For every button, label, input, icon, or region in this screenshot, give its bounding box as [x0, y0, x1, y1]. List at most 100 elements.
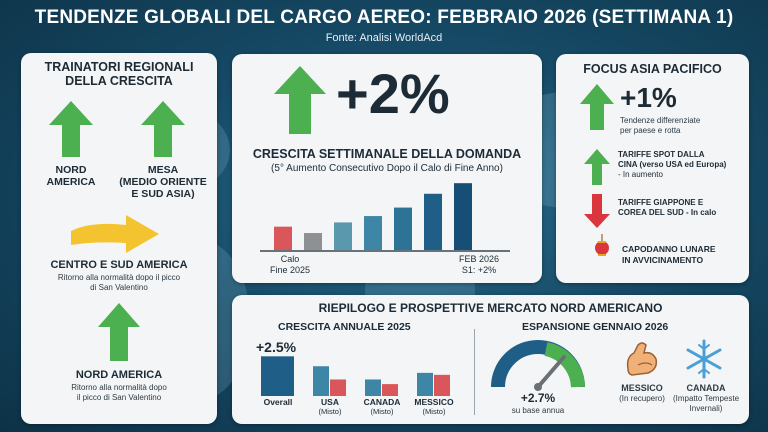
lunar-lantern-icon — [581, 234, 609, 271]
down-arrow-icon — [584, 194, 610, 228]
regional-heading-line1: TRAINATORI REGIONALI — [44, 60, 194, 74]
annual-group-label: MESSICO (Misto) — [408, 397, 460, 416]
asia-heading: FOCUS ASIA PACIFICO — [583, 62, 722, 76]
lunar-line1: CAPODANNO LUNARE — [622, 244, 716, 254]
demand-bar — [334, 222, 352, 250]
up-arrow-icon — [584, 149, 610, 185]
jan-expansion-heading: ESPANSIONE GENNAIO 2026 — [522, 321, 669, 333]
annual-bar — [330, 379, 346, 396]
demand-bar — [304, 233, 322, 250]
china-line1: TARIFFE SPOT DALLA — [618, 150, 705, 159]
chart-right-label: FEB 2026 S1: +2% — [444, 254, 514, 277]
na-desc-line2: il picco di San Valentino — [76, 393, 162, 402]
demand-bar — [394, 207, 412, 250]
demand-bar — [454, 183, 472, 250]
chart-left-label-line2: Fine 2025 — [269, 265, 311, 276]
annual-bar — [261, 356, 294, 396]
annual-growth-value: +2.5% — [256, 339, 297, 355]
regional-heading: TRAINATORI REGIONALI DELLA CRESCITA — [21, 60, 217, 88]
asia-desc-line1: Tendenze differenziate — [620, 116, 701, 125]
regional-drivers-card: TRAINATORI REGIONALI DELLA CRESCITA NORD… — [21, 53, 217, 424]
lunar-new-year: CAPODANNO LUNARE IN AVVICINAMENTO — [622, 244, 716, 265]
canada-label: CANADA (Impatto Tempeste Invernali) — [666, 383, 746, 414]
demand-bar — [274, 226, 292, 250]
annual-growth-heading: CRESCITA ANNUALE 2025 — [278, 321, 411, 333]
mexico-line1: MESSICO — [621, 383, 663, 393]
up-arrow-icon — [274, 66, 326, 134]
snowflake-icon — [686, 339, 722, 379]
mesa-label-line2: (MEDIO ORIENTE — [119, 176, 207, 189]
gauge-needle — [536, 355, 566, 389]
china-line2: CINA (verso USA ed Europa) — [618, 160, 727, 169]
demand-bar — [424, 193, 442, 250]
weekly-demand-card: +2% CRESCITA SETTIMANALE DELLA DOMANDA (… — [232, 54, 542, 283]
canada-line2: (Impatto Tempeste — [672, 394, 740, 404]
mexico-line2: (In recupero) — [619, 394, 665, 404]
asia-growth-desc: Tendenze differenziate per paese e rotta — [620, 116, 700, 135]
asia-pacific-card: FOCUS ASIA PACIFICO +1% Tendenze differe… — [556, 54, 749, 283]
csa-desc-line1: Ritorno alla normalità dopo il picco — [57, 273, 181, 282]
annual-bar — [434, 374, 450, 396]
annual-group-sub: (Misto) — [370, 406, 394, 416]
right-arrow-icon — [71, 215, 159, 253]
annual-growth-labels: Overall USA (Misto) CANADA (Misto) MESSICO (Mi… — [252, 397, 462, 422]
north-america-label-line2: AMERICA — [46, 176, 96, 189]
mexico-label: MESSICO (In recupero) — [604, 383, 680, 404]
chart-right-label-line1: FEB 2026 — [458, 254, 500, 264]
demand-subtitle: (5° Aumento Consecutivo Dopo il Calo di … — [271, 163, 503, 174]
chart-left-label: Calo Fine 2025 — [260, 254, 320, 277]
annual-bar — [313, 366, 329, 396]
asia-growth-value: +1% — [620, 82, 677, 113]
up-arrow-icon — [141, 101, 185, 157]
annual-group-name: Overall — [263, 397, 293, 407]
annual-bar — [365, 379, 381, 396]
annual-group-name: USA — [321, 397, 339, 407]
flexed-arm-icon — [626, 342, 658, 376]
na-market-heading: RIEPILOGO E PROSPETTIVE MERCATO NORD AME… — [318, 301, 663, 315]
north-america-market-card: RIEPILOGO E PROSPETTIVE MERCATO NORD AME… — [232, 295, 749, 424]
annual-group-label: USA (Misto) — [304, 397, 356, 416]
central-south-america-title: CENTRO E SUD AMERICA — [50, 259, 188, 271]
canada-line1: CANADA — [686, 383, 726, 393]
source-label: Fonte: Analisi WorldAcd — [325, 32, 443, 44]
up-arrow-icon — [98, 303, 140, 361]
annual-bar — [417, 372, 433, 396]
canada-line3: Invernali) — [689, 404, 723, 414]
annual-growth-bar-chart — [261, 356, 450, 396]
annual-group-name: MESSICO — [414, 397, 454, 407]
regional-heading-line2: DELLA CRESCITA — [65, 74, 173, 88]
lunar-line2: IN AVVICINAMENTO — [622, 254, 704, 265]
central-south-america-desc: Ritorno alla normalità dopo il picco di … — [21, 273, 217, 293]
annual-group-name: CANADA — [363, 397, 401, 407]
chart-right-label-line2: S1: +2% — [461, 265, 497, 276]
growth-gauge — [491, 340, 585, 391]
annual-bar — [382, 384, 398, 396]
north-america-label: NORD AMERICA — [29, 164, 113, 188]
north-america-bottom-desc: Ritorno alla normalità dopo il picco di … — [21, 383, 217, 403]
divider — [474, 329, 475, 415]
north-america-bottom-title: NORD AMERICA — [75, 369, 163, 381]
gauge-value: +2.7% — [520, 391, 556, 405]
gauge-desc: su base annua — [511, 406, 565, 415]
up-arrow-icon — [49, 101, 93, 157]
jpkr-line2: COREA DEL SUD - In calo — [618, 208, 717, 217]
annual-group-sub: (Misto) — [422, 406, 446, 416]
demand-growth-value: +2% — [336, 62, 450, 125]
na-desc-line1: Ritorno alla normalità dopo — [71, 383, 167, 392]
page-title: TENDENZE GLOBALI DEL CARGO AEREO: FEBBRA… — [34, 7, 734, 28]
weekly-demand-bar-chart — [260, 183, 510, 252]
mesa-label-line3: E SUD ASIA) — [131, 188, 195, 201]
north-america-label-line1: NORD — [55, 164, 87, 176]
china-line3: - In aumento — [618, 170, 663, 179]
japan-korea-rates: TARIFFE GIAPPONE E COREA DEL SUD - In ca… — [618, 198, 746, 218]
mesa-label-line1: MESA — [147, 164, 179, 176]
jpkr-line1: TARIFFE GIAPPONE E — [618, 198, 704, 207]
annual-group-label: CANADA (Misto) — [356, 397, 408, 416]
china-spot-rates: TARIFFE SPOT DALLA CINA (verso USA ed Eu… — [618, 150, 746, 180]
chart-left-label-line1: Calo — [280, 254, 300, 264]
demand-bar — [364, 216, 382, 250]
asia-desc-line2: per paese e rotta — [620, 125, 681, 135]
csa-desc-line2: di San Valentino — [90, 283, 148, 292]
demand-title: CRESCITA SETTIMANALE DELLA DOMANDA — [252, 147, 522, 161]
up-arrow-icon — [580, 84, 614, 130]
